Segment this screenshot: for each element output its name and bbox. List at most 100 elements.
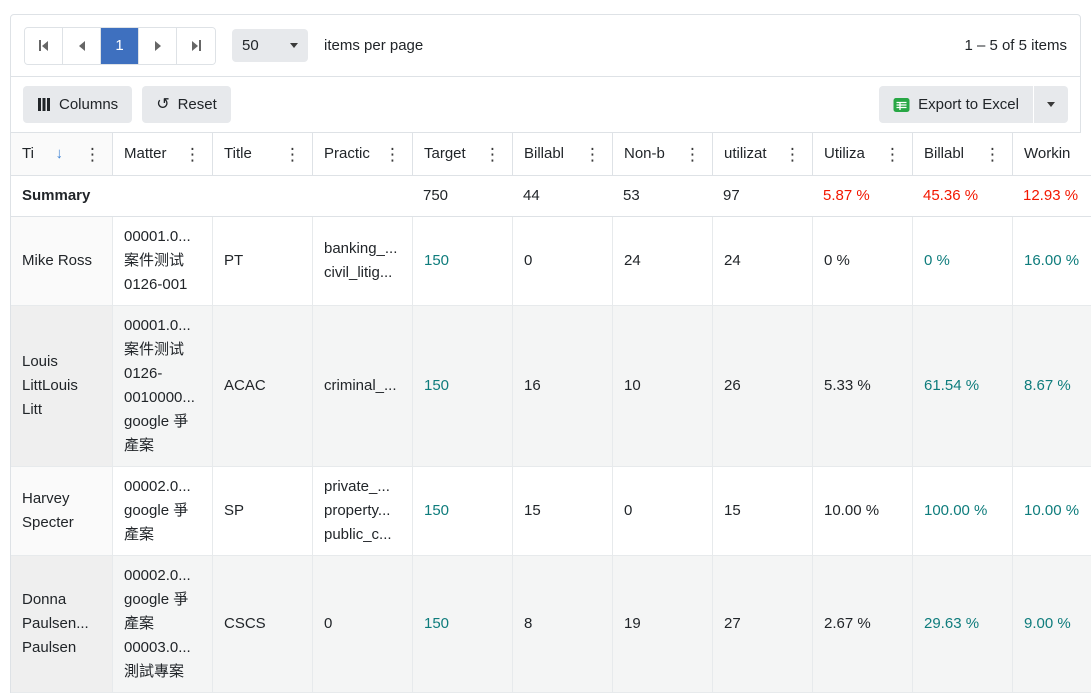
summary-practice: [312, 176, 412, 217]
items-range-label: 1 – 5 of 5 items: [964, 37, 1067, 54]
export-excel-label: Export to Excel: [918, 96, 1019, 113]
column-header-utilization-hours[interactable]: utilizat ⋮: [712, 133, 812, 176]
billable-cell: 15: [512, 467, 612, 556]
timekeeper-cell: Mike Ross: [11, 217, 112, 306]
column-header-matter[interactable]: Matter ⋮: [112, 133, 212, 176]
target-cell: 150: [412, 217, 512, 306]
grid-toolbar: Columns ↺ Reset Export to Excel: [11, 77, 1080, 133]
billable-pct-cell: 61.54 %: [912, 306, 1012, 467]
reset-button-label: Reset: [177, 96, 217, 113]
column-label: Non-b: [624, 145, 665, 162]
column-header-title[interactable]: Title ⋮: [212, 133, 312, 176]
pager-next-button[interactable]: [139, 27, 177, 64]
column-header-timekeeper[interactable]: Ti ↓ ⋮: [11, 133, 112, 176]
working-pct-cell: 16.00 %: [1012, 217, 1091, 306]
next-page-icon: [154, 40, 161, 51]
header-row: Ti ↓ ⋮ Matter ⋮ Title ⋮ Practic ⋮ Target…: [11, 133, 1091, 176]
table-row: Mike Ross 00001.0... 案件测试 0126-001 PT ba…: [11, 217, 1091, 306]
column-menu-icon[interactable]: ⋮: [84, 144, 101, 164]
columns-button-label: Columns: [59, 96, 119, 113]
pager-last-button[interactable]: [177, 27, 215, 64]
pager-page-1-button[interactable]: 1: [101, 27, 139, 64]
pager-prev-button[interactable]: [63, 27, 101, 64]
export-button-group: Export to Excel: [879, 86, 1068, 123]
target-cell: 150: [412, 467, 512, 556]
working-pct-cell: 10.00 %: [1012, 467, 1091, 556]
reset-icon: ↺: [156, 95, 170, 113]
column-label: Practic: [324, 145, 370, 162]
billable-pct-cell: 100.00 %: [912, 467, 1012, 556]
pager: 1 50 items per page 1 – 5 of 5 items: [11, 15, 1080, 77]
columns-icon: [38, 98, 50, 111]
table-row: Donna Paulsen... Paulsen 00002.0... goog…: [11, 556, 1091, 693]
reset-button[interactable]: ↺ Reset: [142, 86, 231, 123]
summary-non-billable: 53: [612, 176, 712, 217]
last-page-icon: [191, 40, 201, 51]
columns-button[interactable]: Columns: [23, 86, 133, 123]
column-label: Target: [424, 145, 466, 162]
sort-desc-icon: ↓: [55, 145, 64, 162]
billable-cell: 16: [512, 306, 612, 467]
practice-cell: 0: [312, 556, 412, 693]
column-header-non-billable[interactable]: Non-b ⋮: [612, 133, 712, 176]
column-label: Billabl: [924, 145, 965, 162]
export-excel-button[interactable]: Export to Excel: [879, 86, 1033, 123]
pager-first-button[interactable]: [25, 27, 63, 64]
practice-cell: private_... property... public_c...: [312, 467, 412, 556]
column-label: Title: [224, 145, 252, 162]
target-cell: 150: [412, 306, 512, 467]
export-options-button[interactable]: [1034, 86, 1068, 123]
utilization-hours-cell: 15: [712, 467, 812, 556]
summary-billable: 44: [512, 176, 612, 217]
column-menu-icon[interactable]: ⋮: [584, 144, 601, 164]
summary-billable-pct: 45.36 %: [912, 176, 1012, 217]
dropdown-caret-icon: [290, 43, 298, 48]
matter-cell: 00002.0... google 爭 產案: [112, 467, 212, 556]
column-menu-icon[interactable]: ⋮: [784, 144, 801, 164]
summary-utilization: 5.87 %: [812, 176, 912, 217]
excel-icon: [893, 97, 910, 112]
column-header-utilization[interactable]: Utiliza ⋮: [812, 133, 912, 176]
non-billable-cell: 19: [612, 556, 712, 693]
column-menu-icon[interactable]: ⋮: [184, 144, 201, 164]
column-header-working-pct[interactable]: Workin ⋮: [1012, 133, 1091, 176]
billable-pct-cell: 0 %: [912, 217, 1012, 306]
grid-top-panel: 1 50 items per page 1 – 5 of 5 items Col…: [10, 14, 1081, 134]
non-billable-cell: 24: [612, 217, 712, 306]
page-size-select[interactable]: 50: [232, 29, 308, 62]
page-size-value: 50: [242, 37, 259, 54]
prev-page-icon: [78, 40, 85, 51]
title-cell: SP: [212, 467, 312, 556]
timekeeper-cell: Donna Paulsen... Paulsen: [11, 556, 112, 693]
summary-row: Summary 750 44 53 97 5.87 % 45.36 % 12.9…: [11, 176, 1091, 217]
summary-title: [212, 176, 312, 217]
billable-pct-cell: 29.63 %: [912, 556, 1012, 693]
column-label: Ti: [22, 145, 34, 162]
column-menu-icon[interactable]: ⋮: [484, 144, 501, 164]
column-menu-icon[interactable]: ⋮: [284, 144, 301, 164]
utilization-cell: 0 %: [812, 217, 912, 306]
utilization-hours-cell: 24: [712, 217, 812, 306]
column-menu-icon[interactable]: ⋮: [984, 144, 1001, 164]
column-menu-icon[interactable]: ⋮: [684, 144, 701, 164]
summary-working-pct: 12.93 %: [1012, 176, 1091, 217]
column-menu-icon[interactable]: ⋮: [384, 144, 401, 164]
column-menu-icon[interactable]: ⋮: [884, 144, 901, 164]
column-header-practice[interactable]: Practic ⋮: [312, 133, 412, 176]
column-menu-icon[interactable]: ⋮: [1084, 146, 1091, 163]
column-header-billable-pct[interactable]: Billabl ⋮: [912, 133, 1012, 176]
matter-cell: 00001.0... 案件测试 0126-001: [112, 217, 212, 306]
column-header-target[interactable]: Target ⋮: [412, 133, 512, 176]
timekeeper-cell: Harvey Specter: [11, 467, 112, 556]
matter-cell: 00002.0... google 爭 產案 00003.0... 測試專案: [112, 556, 212, 693]
utilization-cell: 2.67 %: [812, 556, 912, 693]
summary-target: 750: [412, 176, 512, 217]
title-cell: ACAC: [212, 306, 312, 467]
column-header-billable[interactable]: Billabl ⋮: [512, 133, 612, 176]
items-per-page-label: items per page: [324, 37, 424, 54]
billable-cell: 8: [512, 556, 612, 693]
column-label: Matter: [124, 145, 167, 162]
matter-cell: 00001.0... 案件测试 0126- 0010000... google …: [112, 306, 212, 467]
title-cell: CSCS: [212, 556, 312, 693]
summary-matter: [112, 176, 212, 217]
